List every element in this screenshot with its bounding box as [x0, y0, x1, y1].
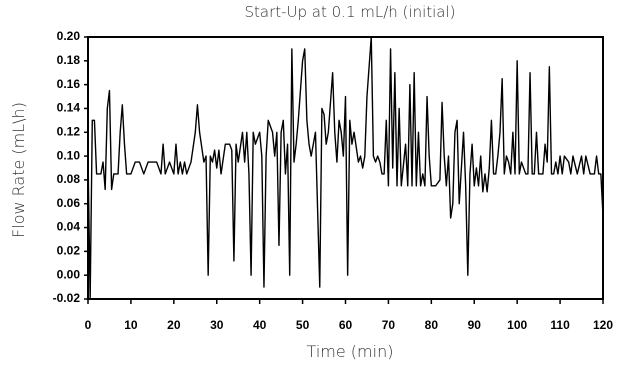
y-tick-label: 0.08 — [57, 172, 81, 186]
x-tick-label: 70 — [382, 318, 396, 332]
y-tick-label: 0.16 — [57, 77, 81, 91]
x-tick-label: 20 — [167, 318, 181, 332]
y-tick-label: 0.00 — [57, 267, 81, 281]
data-line — [87, 36, 604, 300]
x-axis-label: Time (min) — [307, 342, 394, 361]
y-tick-label: 0.20 — [57, 29, 81, 43]
y-tick-label: 0.12 — [57, 124, 81, 138]
y-tick-label: 0.04 — [57, 220, 81, 234]
x-tick-label: 50 — [296, 318, 310, 332]
x-tick-label: 120 — [593, 318, 613, 332]
chart-title: Start-Up at 0.1 mL/h (initial) — [244, 3, 455, 21]
x-tick-label: 30 — [210, 318, 224, 332]
y-tick-label: 0.02 — [57, 244, 81, 258]
x-tick-label: 0 — [85, 318, 92, 332]
x-tick-label: 80 — [425, 318, 439, 332]
x-tick-label: 60 — [339, 318, 353, 332]
y-tick-label: -0.02 — [53, 291, 81, 305]
y-tick-label: 0.06 — [57, 196, 81, 210]
y-axis-label: Flow Rate (mL\h) — [9, 102, 28, 238]
x-tick-label: 90 — [468, 318, 482, 332]
x-tick-label: 10 — [124, 318, 138, 332]
y-tick-label: 0.18 — [57, 53, 81, 67]
x-tick-label: 110 — [550, 318, 570, 332]
y-tick-label: 0.14 — [57, 101, 81, 115]
y-tick-label: 0.10 — [57, 148, 81, 162]
x-tick-label: 40 — [253, 318, 267, 332]
x-tick-label: 100 — [507, 318, 527, 332]
